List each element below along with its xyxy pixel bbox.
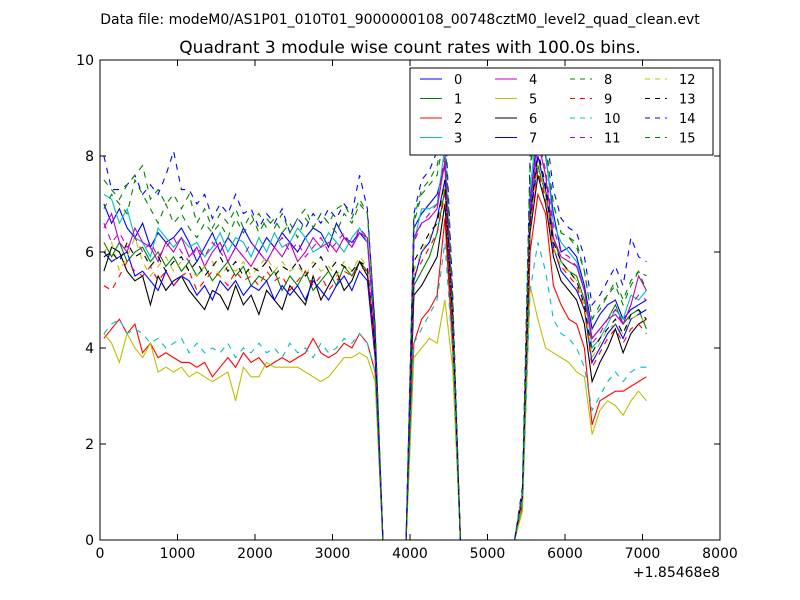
x-tick-label: 1000 — [160, 546, 196, 562]
y-tick-label: 6 — [85, 245, 94, 261]
legend-label-14: 14 — [679, 112, 696, 127]
legend-label-4: 4 — [529, 73, 537, 88]
legend-label-2: 2 — [454, 112, 462, 127]
legend-label-1: 1 — [454, 93, 462, 108]
series-line-10 — [103, 242, 647, 541]
y-tick-label: 0 — [85, 533, 94, 549]
x-tick-label: 0 — [96, 546, 105, 562]
x-offset-label: +1.85468e8 — [633, 565, 720, 581]
y-tick-label: 10 — [76, 53, 94, 69]
x-tick-label: 7000 — [625, 546, 661, 562]
legend-label-5: 5 — [529, 93, 537, 108]
legend-label-10: 10 — [604, 112, 621, 127]
x-tick-label: 3000 — [315, 546, 351, 562]
x-tick-label: 5000 — [470, 546, 506, 562]
legend-label-3: 3 — [454, 132, 462, 147]
series-line-15 — [103, 112, 647, 541]
legend-label-12: 12 — [679, 73, 696, 88]
y-tick-label: 8 — [85, 149, 94, 165]
series-line-14 — [103, 98, 647, 541]
legend-label-11: 11 — [604, 132, 621, 147]
legend-label-13: 13 — [679, 93, 696, 108]
legend-label-7: 7 — [529, 132, 537, 147]
legend-label-9: 9 — [604, 93, 612, 108]
series-line-12 — [103, 160, 647, 541]
legend-label-0: 0 — [454, 73, 462, 88]
legend-label-6: 6 — [529, 112, 537, 127]
series-line-2 — [103, 192, 647, 541]
legend-label-8: 8 — [604, 73, 612, 88]
chart-title: Quadrant 3 module wise count rates with … — [179, 38, 640, 58]
series-line-13 — [103, 151, 647, 541]
x-tick-label: 8000 — [702, 546, 738, 562]
x-tick-label: 6000 — [547, 546, 583, 562]
y-tick-label: 2 — [85, 437, 94, 453]
legend-box — [409, 67, 714, 156]
x-tick-label: 4000 — [392, 546, 428, 562]
x-tick-label: 2000 — [237, 546, 273, 562]
suptitle: Data file: modeM0/AS1P01_010T01_90000001… — [100, 12, 700, 28]
series-layer — [103, 98, 647, 541]
legend-label-15: 15 — [679, 132, 696, 147]
y-tick-label: 4 — [85, 341, 94, 357]
series-line-6 — [103, 175, 647, 541]
